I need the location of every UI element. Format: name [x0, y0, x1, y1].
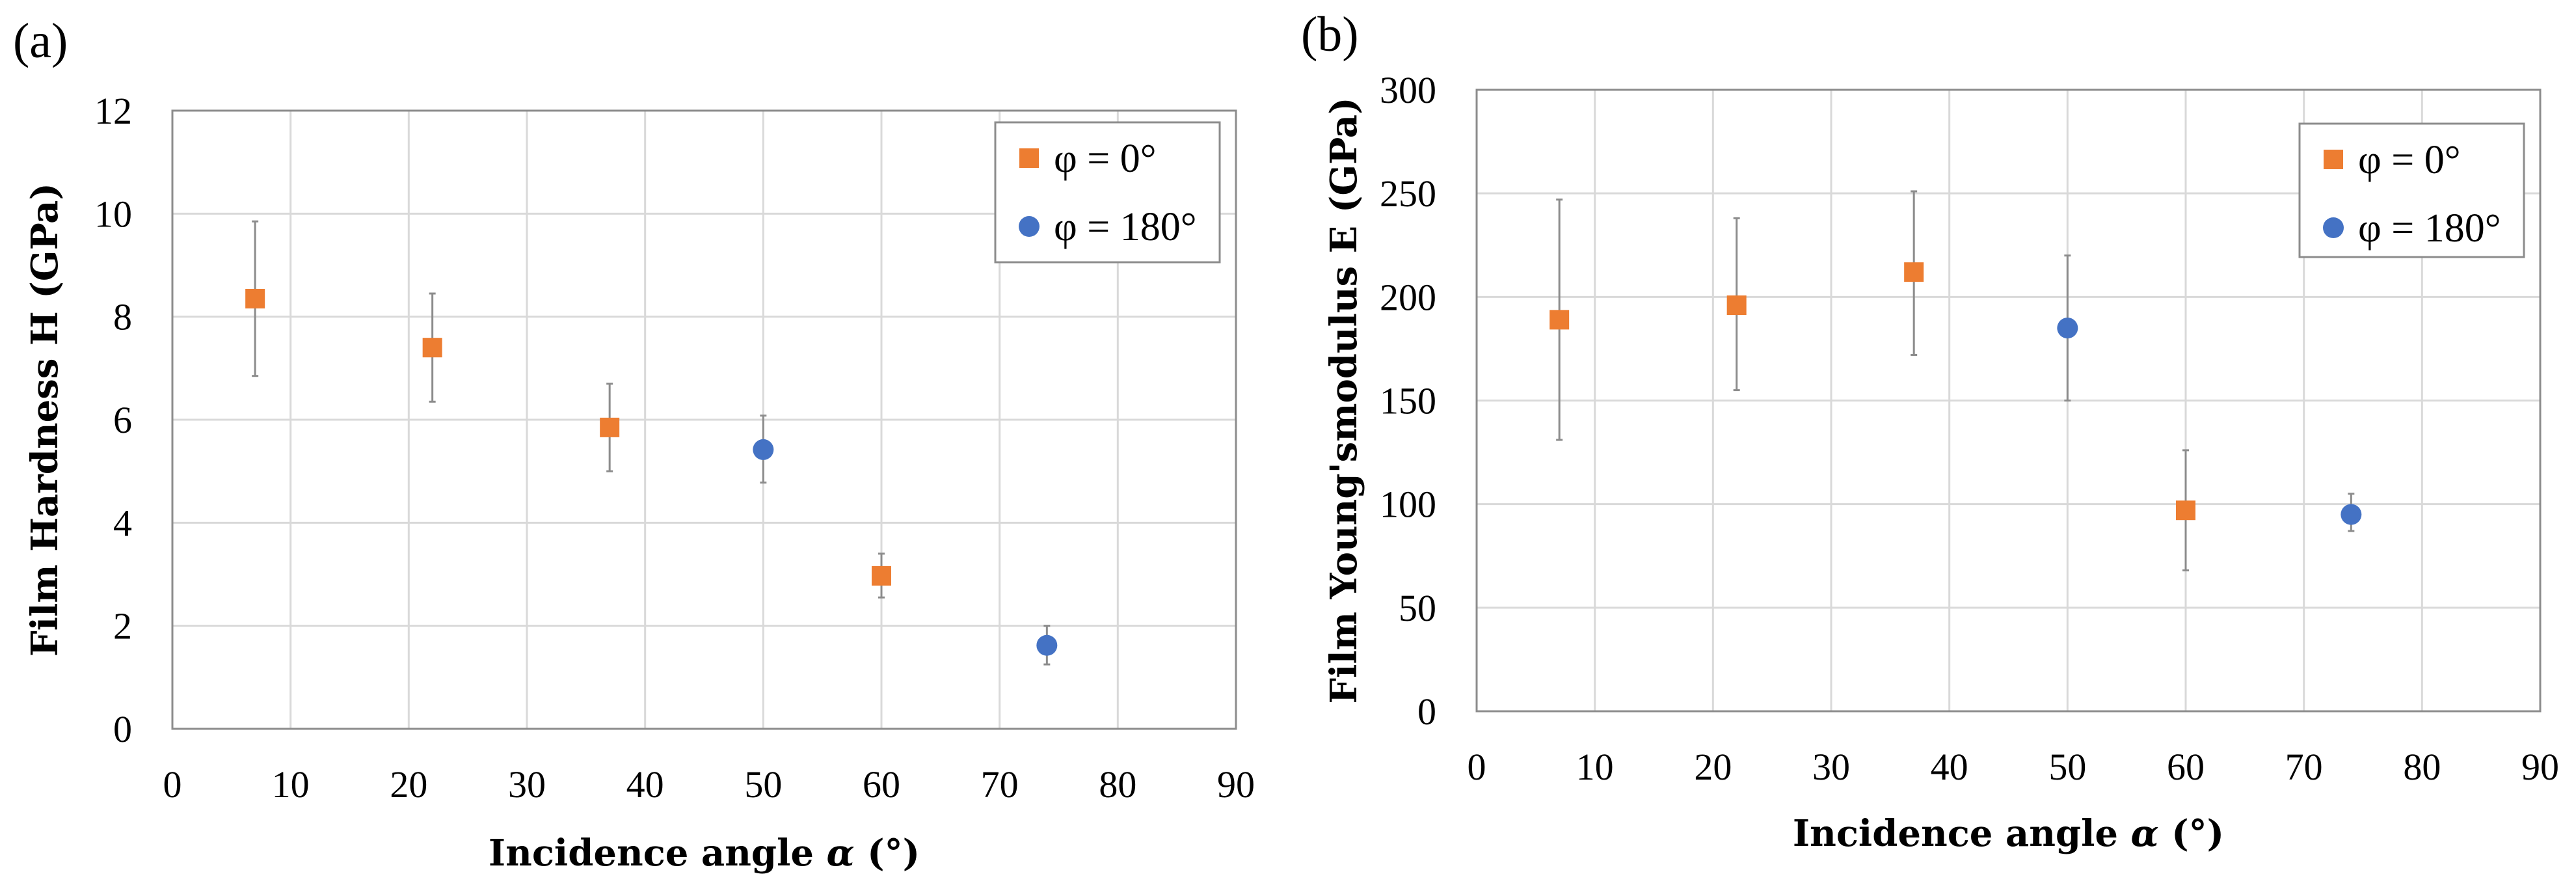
series-phi-180 [753, 416, 1057, 664]
legend-marker-square [2324, 150, 2343, 169]
x-tick-label: 30 [1812, 746, 1850, 788]
y-axis-title: Film Hardness H (GPa) [23, 183, 66, 657]
y-tick-label: 300 [1380, 69, 1436, 111]
x-tick-label: 10 [272, 763, 310, 806]
x-tick-label: 50 [744, 763, 782, 806]
x-axis-title-symbol: α [826, 832, 854, 875]
panel-label: (b) [1301, 7, 1359, 62]
x-axis-title-suffix: (°) [2159, 812, 2225, 855]
x-tick-label: 60 [863, 763, 900, 806]
x-tick-label: 40 [1931, 746, 1968, 788]
y-tick-label: 4 [113, 502, 132, 544]
chart-panel-a: (a) 0 10 20 30 40 50 60 70 80 90 0 2 4 6 8 10 12 Incidence… [13, 14, 1255, 875]
data-point-square [1550, 310, 1569, 329]
data-point-circle [753, 439, 773, 460]
y-tick-label: 50 [1399, 587, 1436, 629]
x-tick-label: 90 [2521, 746, 2559, 788]
y-tick-label: 250 [1380, 172, 1436, 215]
x-tick-label: 70 [981, 763, 1019, 806]
data-point-square [2176, 500, 2195, 520]
chart-panel-b: (b) 0 10 20 30 40 50 60 70 80 90 0 50 100 150 200 250 300… [1301, 7, 2559, 855]
y-tick-label: 100 [1380, 483, 1436, 526]
x-tick-label: 40 [626, 763, 664, 806]
x-axis-title-prefix: Incidence angle [1793, 812, 2131, 855]
y-axis-title: Film Young'smodulus E (GPa) [1322, 97, 1365, 703]
legend-label: φ = 0° [1054, 137, 1157, 181]
data-point-circle [2341, 504, 2361, 525]
legend: φ = 0° φ = 180° [2300, 124, 2524, 257]
y-tick-label: 150 [1380, 380, 1436, 422]
x-tick-label: 0 [1468, 746, 1486, 788]
legend-label: φ = 0° [2358, 138, 2461, 182]
legend-label: φ = 180° [2358, 206, 2501, 251]
data-point-square [1904, 262, 1924, 282]
x-tick-label: 80 [2403, 746, 2441, 788]
x-tick-label: 0 [163, 763, 182, 806]
data-point-square [1727, 295, 1747, 315]
legend-marker-square [1019, 148, 1039, 168]
data-point-circle [1036, 635, 1057, 656]
y-tick-label: 10 [94, 193, 132, 235]
y-tick-label: 12 [94, 90, 132, 132]
x-tick-label: 20 [390, 763, 427, 806]
data-point-square [423, 338, 442, 357]
legend-marker-circle [1019, 216, 1040, 237]
panel-label: (a) [13, 14, 68, 68]
x-tick-label: 90 [1217, 763, 1255, 806]
y-tick-label: 2 [113, 605, 132, 647]
x-axis-title-suffix: (°) [855, 832, 920, 875]
y-tick-label: 0 [1417, 690, 1436, 733]
data-point-square [872, 566, 891, 586]
data-point-square [600, 418, 619, 437]
x-tick-label: 10 [1576, 746, 1614, 788]
series-phi-0 [1550, 191, 2195, 571]
x-axis-title-symbol: α [2130, 812, 2158, 855]
x-tick-label: 80 [1099, 763, 1136, 806]
x-axis-title: Incidence angle α (°) [1793, 812, 2224, 855]
data-point-circle [2057, 318, 2078, 338]
legend-label: φ = 180° [1054, 205, 1197, 249]
x-axis-title: Incidence angle α (°) [489, 832, 920, 875]
y-tick-label: 0 [113, 708, 132, 750]
y-tick-label: 6 [113, 399, 132, 441]
legend-marker-circle [2323, 217, 2344, 238]
y-tick-label: 8 [113, 296, 132, 338]
legend: φ = 0° φ = 180° [995, 122, 1220, 262]
x-tick-label: 70 [2285, 746, 2323, 788]
data-point-square [245, 289, 265, 308]
x-axis-title-prefix: Incidence angle [489, 832, 827, 875]
x-tick-label: 60 [2167, 746, 2205, 788]
y-tick-label: 200 [1380, 276, 1436, 318]
x-tick-label: 50 [2048, 746, 2086, 788]
series-phi-0 [245, 221, 891, 597]
x-tick-label: 30 [508, 763, 546, 806]
x-tick-label: 20 [1694, 746, 1732, 788]
